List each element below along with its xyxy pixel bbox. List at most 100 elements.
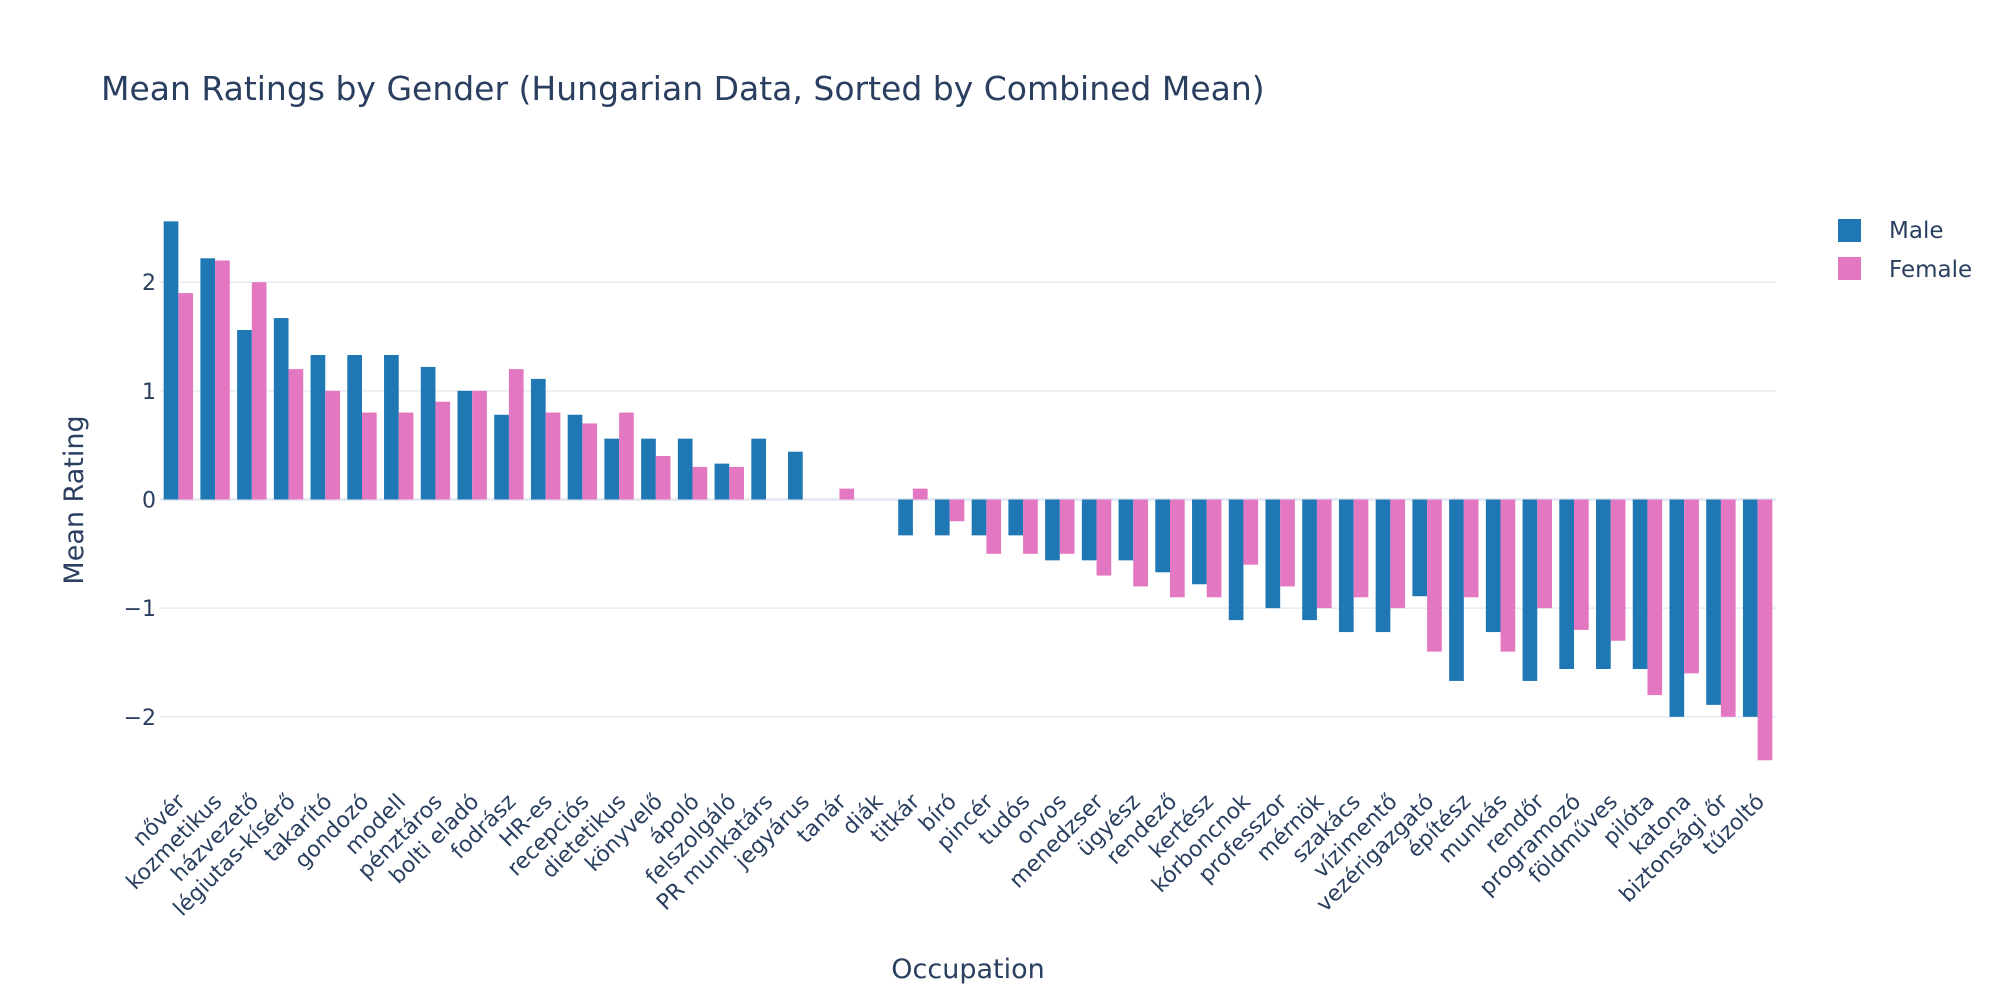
bar-female-14[interactable] xyxy=(692,466,708,500)
bar-female-30[interactable] xyxy=(1280,499,1295,587)
bar-female-28[interactable] xyxy=(1206,499,1222,598)
bar-female-24[interactable] xyxy=(1059,499,1075,554)
bar-male-30[interactable] xyxy=(1265,499,1281,609)
bar-male-12[interactable] xyxy=(604,438,620,500)
x-axis-title: Occupation xyxy=(891,954,1044,985)
bar-female-36[interactable] xyxy=(1500,499,1516,652)
bar-male-6[interactable] xyxy=(384,354,399,500)
x-axis-ticks: nővérkozmetikusházvezetőlégiutas-kísérőt… xyxy=(122,789,1770,922)
bar-male-0[interactable] xyxy=(163,221,179,500)
bar-male-38[interactable] xyxy=(1559,499,1574,670)
bar-male-37[interactable] xyxy=(1522,499,1538,681)
bar-male-22[interactable] xyxy=(971,499,987,536)
y-tick-label: 0 xyxy=(142,489,156,514)
y-axis-ticks: −2 −1 0 1 2 xyxy=(124,271,156,731)
bar-female-15[interactable] xyxy=(729,466,744,500)
bar-female-32[interactable] xyxy=(1353,499,1369,598)
bar-female-8[interactable] xyxy=(472,390,487,500)
legend[interactable]: Male Female xyxy=(1838,218,1972,283)
bar-female-3[interactable] xyxy=(288,369,304,500)
bar-female-1[interactable] xyxy=(215,260,230,500)
bar-male-25[interactable] xyxy=(1081,499,1097,561)
bar-female-35[interactable] xyxy=(1463,499,1479,598)
bar-female-43[interactable] xyxy=(1757,499,1773,761)
bar-female-33[interactable] xyxy=(1390,499,1406,609)
bar-female-13[interactable] xyxy=(655,456,671,500)
bar-female-38[interactable] xyxy=(1574,499,1589,630)
bar-female-10[interactable] xyxy=(545,412,561,500)
legend-item-male[interactable]: Male xyxy=(1838,218,1943,244)
bar-female-18[interactable] xyxy=(839,488,855,500)
bar-female-0[interactable] xyxy=(178,293,194,500)
bar-male-39[interactable] xyxy=(1596,499,1611,670)
legend-label-female: Female xyxy=(1889,257,1972,283)
chart-title: Mean Ratings by Gender (Hungarian Data, … xyxy=(101,69,1265,108)
bar-female-31[interactable] xyxy=(1316,499,1332,609)
bar-male-10[interactable] xyxy=(530,378,546,500)
bar-male-29[interactable] xyxy=(1228,499,1244,621)
bar-male-20[interactable] xyxy=(898,499,913,536)
bar-female-6[interactable] xyxy=(398,412,414,500)
bar-female-2[interactable] xyxy=(251,282,267,500)
bar-female-34[interactable] xyxy=(1427,499,1442,652)
bar-female-29[interactable] xyxy=(1243,499,1259,565)
bar-female-39[interactable] xyxy=(1610,499,1626,641)
y-tick-label: −1 xyxy=(124,597,156,622)
bar-male-41[interactable] xyxy=(1669,499,1685,717)
bar-male-13[interactable] xyxy=(641,438,656,500)
y-tick-label: 1 xyxy=(142,380,156,405)
bar-female-40[interactable] xyxy=(1647,499,1663,696)
bar-male-31[interactable] xyxy=(1302,499,1317,621)
bar-male-17[interactable] xyxy=(788,451,803,500)
bar-female-20[interactable] xyxy=(912,488,928,500)
bars xyxy=(163,221,1773,761)
bar-female-22[interactable] xyxy=(986,499,1002,554)
legend-swatch-male xyxy=(1838,219,1861,242)
bar-male-2[interactable] xyxy=(237,330,252,500)
bar-male-5[interactable] xyxy=(347,354,362,500)
bar-male-26[interactable] xyxy=(1118,499,1134,561)
bar-female-21[interactable] xyxy=(949,499,965,522)
bar-male-7[interactable] xyxy=(420,366,436,500)
bar-male-8[interactable] xyxy=(457,390,473,500)
bar-male-42[interactable] xyxy=(1706,499,1721,705)
bar-female-41[interactable] xyxy=(1684,499,1699,674)
bar-female-7[interactable] xyxy=(435,401,451,500)
bar-male-14[interactable] xyxy=(677,438,693,500)
y-tick-label: 2 xyxy=(142,271,156,296)
bar-male-40[interactable] xyxy=(1632,499,1648,670)
bar-male-3[interactable] xyxy=(273,318,289,500)
bar-female-42[interactable] xyxy=(1720,499,1736,717)
bar-female-4[interactable] xyxy=(325,390,340,500)
bar-female-25[interactable] xyxy=(1096,499,1112,576)
y-axis-title: Mean Rating xyxy=(59,415,90,584)
bar-female-26[interactable] xyxy=(1133,499,1148,587)
bar-male-33[interactable] xyxy=(1375,499,1391,633)
bar-female-9[interactable] xyxy=(508,369,524,500)
bar-female-27[interactable] xyxy=(1170,499,1185,598)
bar-male-32[interactable] xyxy=(1338,499,1354,633)
bar-male-35[interactable] xyxy=(1449,499,1464,681)
bar-male-11[interactable] xyxy=(567,414,583,500)
bar-female-11[interactable] xyxy=(582,423,598,500)
bar-male-24[interactable] xyxy=(1045,499,1060,561)
bar-male-21[interactable] xyxy=(934,499,950,536)
bar-female-37[interactable] xyxy=(1537,499,1552,609)
bar-male-15[interactable] xyxy=(714,463,730,500)
bar-female-23[interactable] xyxy=(1023,499,1038,554)
bar-female-5[interactable] xyxy=(362,412,377,500)
bar-male-36[interactable] xyxy=(1485,499,1501,633)
bar-male-28[interactable] xyxy=(1192,499,1207,585)
legend-item-female[interactable]: Female xyxy=(1838,257,1972,283)
bar-male-43[interactable] xyxy=(1742,499,1758,717)
bar-male-4[interactable] xyxy=(310,354,326,500)
bar-male-16[interactable] xyxy=(751,438,766,500)
bar-male-23[interactable] xyxy=(1008,499,1024,536)
bar-male-34[interactable] xyxy=(1412,499,1428,597)
bar-male-27[interactable] xyxy=(1155,499,1170,573)
bar-male-9[interactable] xyxy=(494,414,509,500)
bar-male-1[interactable] xyxy=(200,258,216,500)
legend-swatch-female xyxy=(1838,257,1861,280)
bar-female-12[interactable] xyxy=(619,412,634,500)
